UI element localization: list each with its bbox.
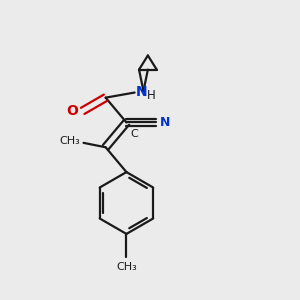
- Text: H: H: [146, 89, 155, 102]
- Text: O: O: [66, 104, 78, 118]
- Text: N: N: [136, 85, 148, 99]
- Text: N: N: [159, 116, 170, 129]
- Text: CH₃: CH₃: [60, 136, 81, 146]
- Text: CH₃: CH₃: [116, 262, 137, 272]
- Text: C: C: [130, 129, 138, 139]
